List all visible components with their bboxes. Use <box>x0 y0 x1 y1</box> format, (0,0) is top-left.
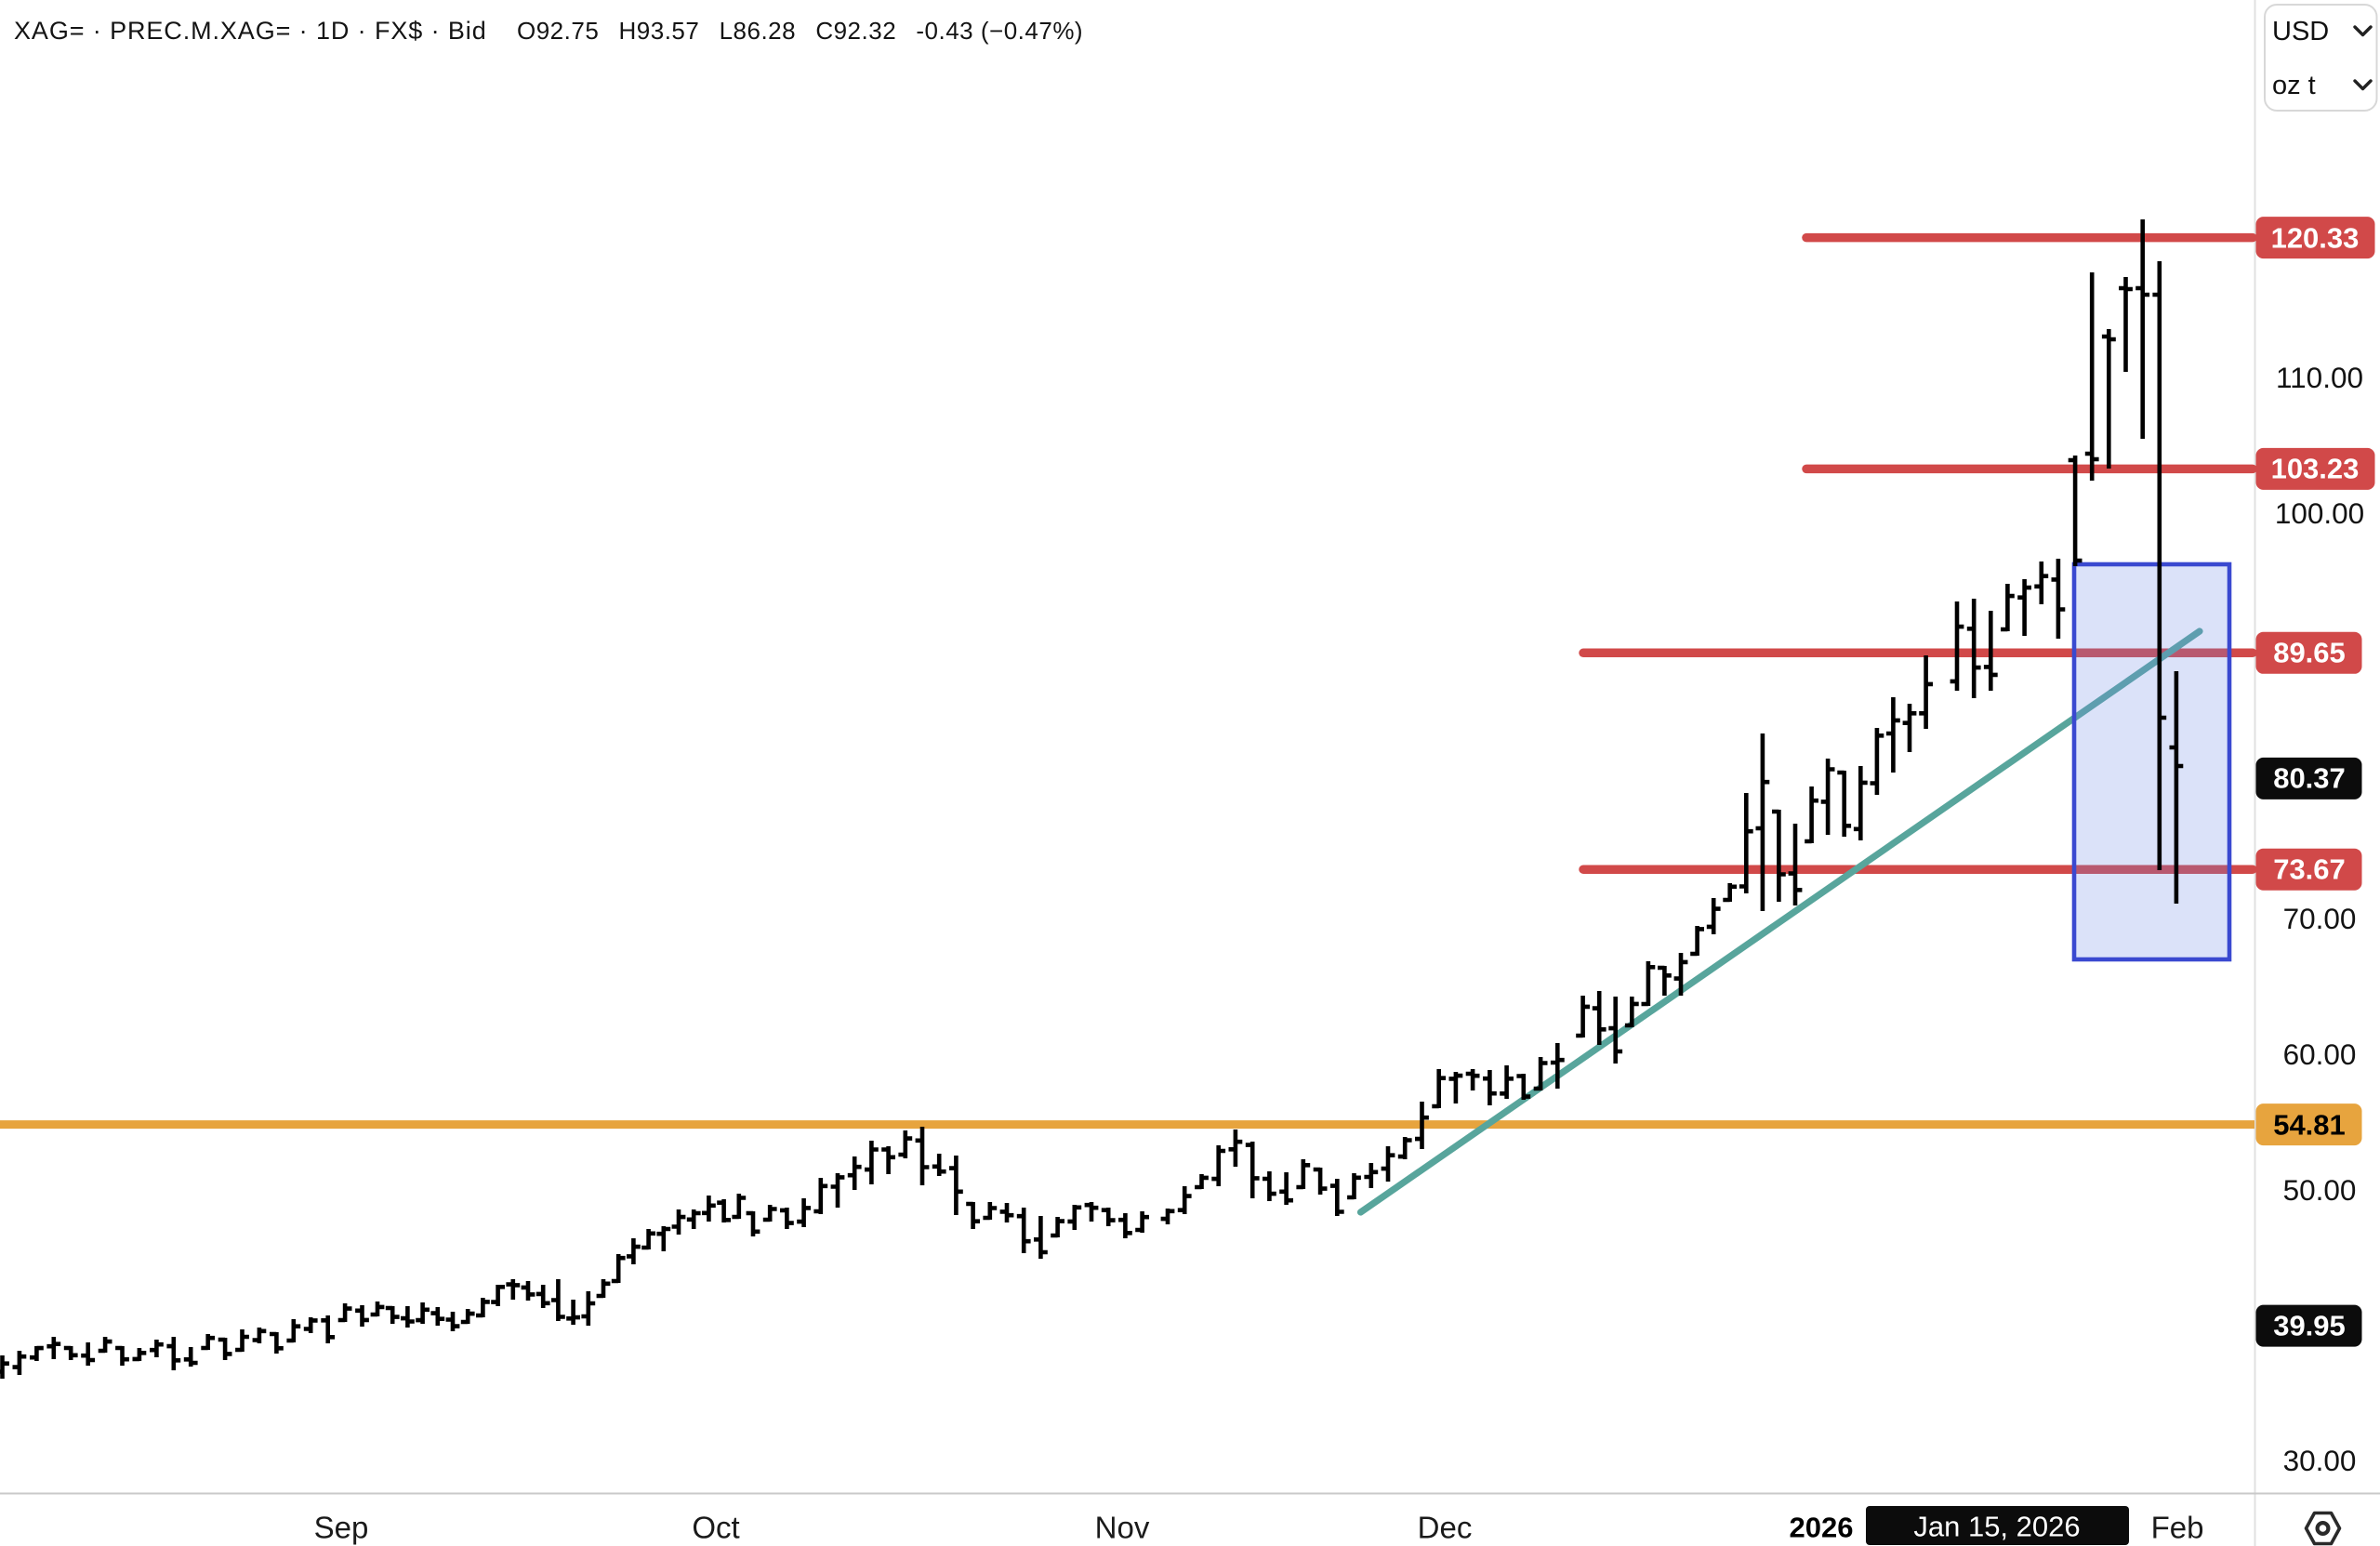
svg-text:100.00: 100.00 <box>2275 496 2364 530</box>
svg-text:Dec: Dec <box>1418 1511 1473 1545</box>
svg-text:89.65: 89.65 <box>2273 637 2346 669</box>
svg-text:Jan 15, 2026: Jan 15, 2026 <box>1913 1511 2080 1543</box>
svg-text:50.00: 50.00 <box>2283 1173 2357 1207</box>
svg-text:70.00: 70.00 <box>2283 902 2357 935</box>
svg-text:30.00: 30.00 <box>2283 1444 2357 1477</box>
svg-text:O92.75 H93.57 L86.28 C92.32: O92.75 H93.57 L86.28 C92.32 -0.43 (−0.47… <box>517 17 1083 45</box>
svg-text:103.23: 103.23 <box>2271 453 2360 485</box>
svg-text:39.95: 39.95 <box>2273 1310 2346 1342</box>
svg-text:120.33: 120.33 <box>2271 222 2360 255</box>
svg-text:80.37: 80.37 <box>2273 762 2346 795</box>
svg-text:2026: 2026 <box>1790 1512 1854 1544</box>
svg-text:Feb: Feb <box>2151 1511 2204 1545</box>
svg-text:XAG= · PREC.M.XAG= · 1D · FX$: XAG= · PREC.M.XAG= · 1D · FX$ · Bid <box>14 17 487 45</box>
svg-text:USD: USD <box>2272 17 2329 46</box>
svg-text:110.00: 110.00 <box>2276 361 2363 394</box>
svg-text:60.00: 60.00 <box>2283 1037 2357 1071</box>
svg-text:Sep: Sep <box>314 1511 369 1545</box>
svg-text:oz t: oz t <box>2272 71 2316 100</box>
svg-text:54.81: 54.81 <box>2273 1109 2346 1142</box>
svg-text:Oct: Oct <box>692 1511 739 1545</box>
svg-text:73.67: 73.67 <box>2273 853 2346 886</box>
svg-text:Nov: Nov <box>1095 1511 1150 1545</box>
